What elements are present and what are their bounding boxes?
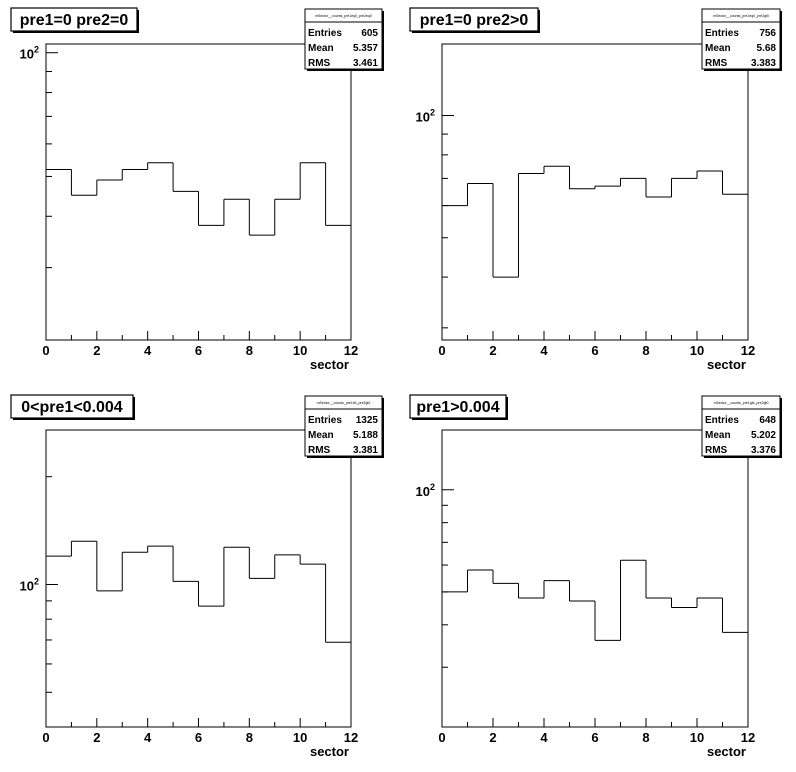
x-tick-label: 2 — [93, 730, 100, 745]
stats-name: mSector__counts_pre1eq0_pre2gt0 — [713, 14, 769, 18]
x-tick-label: 4 — [144, 730, 152, 745]
plot-frame — [441, 43, 749, 341]
chart-title: pre1=0 pre2=0 — [20, 12, 129, 29]
stats-value: 3.383 — [751, 58, 776, 69]
x-tick-label: 12 — [741, 730, 755, 745]
chart-title: pre1=0 pre2>0 — [420, 12, 529, 29]
x-tick-label: 8 — [246, 343, 253, 358]
x-tick-label: 6 — [591, 343, 598, 358]
x-axis-label: sector — [707, 744, 746, 759]
x-axis-label: sector — [310, 357, 349, 372]
title-box — [409, 7, 539, 32]
stats-box — [701, 395, 781, 457]
stats-value: 5.202 — [751, 430, 776, 441]
x-tick-label: 8 — [246, 730, 253, 745]
chart-title: 0<pre1<0.004 — [21, 399, 123, 416]
x-tick-label: 10 — [690, 343, 704, 358]
stats-label: Entries — [705, 28, 739, 39]
stats-value: 648 — [759, 415, 776, 426]
x-tick-label: 6 — [195, 730, 202, 745]
x-axis-label: sector — [707, 357, 746, 372]
plot-frame — [45, 429, 352, 728]
x-tick-label: 8 — [642, 730, 649, 745]
x-tick-label: 10 — [690, 730, 704, 745]
stats-label: Entries — [705, 415, 739, 426]
stats-label: Mean — [308, 43, 334, 54]
chart-title: pre1>0.004 — [416, 399, 499, 416]
stats-label: Entries — [308, 415, 342, 426]
x-tick-label: 0 — [438, 343, 445, 358]
x-tick-label: 0 — [438, 730, 445, 745]
stats-name: mSector__counts_pre1eq0_pre2eq0 — [315, 14, 372, 18]
x-tick-label: 10 — [293, 343, 307, 358]
stats-label: Mean — [705, 430, 731, 441]
x-tick-label: 12 — [741, 343, 755, 358]
stats-label: Entries — [308, 28, 342, 39]
stats-box — [304, 8, 383, 70]
stats-value: 605 — [361, 28, 378, 39]
stats-value: 1325 — [356, 415, 379, 426]
title-box — [10, 7, 138, 32]
x-tick-label: 12 — [344, 343, 358, 358]
x-tick-label: 4 — [540, 730, 548, 745]
x-tick-label: 4 — [540, 343, 548, 358]
stats-value: 3.461 — [353, 58, 378, 69]
stats-value: 5.68 — [757, 43, 777, 54]
x-axis-label: sector — [310, 744, 349, 759]
stats-label: Mean — [308, 430, 334, 441]
x-tick-label: 6 — [195, 343, 202, 358]
stats-label: Mean — [705, 43, 731, 54]
stats-value: 756 — [759, 28, 776, 39]
y-tick-label: 102 — [416, 482, 435, 499]
x-tick-label: 12 — [344, 730, 358, 745]
x-tick-label: 4 — [144, 343, 152, 358]
plot-frame — [441, 429, 749, 728]
stats-value: 5.357 — [353, 43, 378, 54]
x-tick-label: 0 — [42, 730, 49, 745]
stats-label: RMS — [705, 445, 728, 456]
stats-label: RMS — [308, 445, 331, 456]
x-tick-label: 0 — [42, 343, 49, 358]
x-tick-label: 2 — [489, 343, 496, 358]
stats-value: 5.188 — [353, 430, 378, 441]
x-tick-label: 8 — [642, 343, 649, 358]
stats-box — [701, 8, 781, 70]
y-tick-label: 102 — [416, 108, 435, 125]
stats-value: 3.381 — [353, 445, 378, 456]
stats-name: mSector__counts_pre1gt4_pre2gt0 — [714, 401, 769, 405]
x-tick-label: 6 — [591, 730, 598, 745]
x-tick-label: 2 — [93, 343, 100, 358]
stats-box — [304, 395, 383, 457]
title-box — [10, 394, 134, 419]
stats-name: mSector__counts_pre1lt4_pre2gt0 — [317, 401, 371, 405]
x-tick-label: 2 — [489, 730, 496, 745]
stats-label: RMS — [308, 58, 331, 69]
x-tick-label: 10 — [293, 730, 307, 745]
stats-value: 3.376 — [751, 445, 776, 456]
title-box — [409, 394, 507, 419]
y-tick-label: 102 — [20, 45, 39, 62]
stats-label: RMS — [705, 58, 728, 69]
y-tick-label: 102 — [20, 576, 39, 593]
